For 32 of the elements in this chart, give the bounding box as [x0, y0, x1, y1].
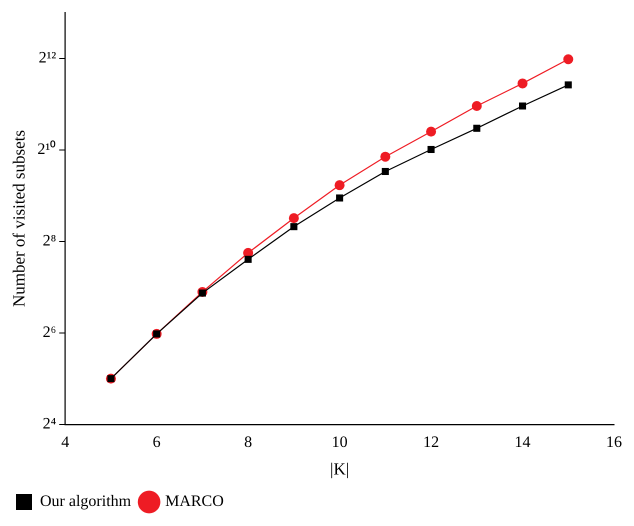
point — [564, 81, 572, 88]
x-axis-title: |K| — [330, 459, 350, 478]
legend-label: Our algorithm — [40, 493, 132, 510]
point — [472, 101, 482, 112]
point — [473, 124, 480, 132]
point — [428, 146, 435, 154]
point — [382, 168, 389, 176]
y-tick-label: 2¹⁰ — [37, 140, 56, 158]
point — [244, 256, 252, 263]
point — [336, 194, 344, 202]
point — [334, 180, 345, 190]
x-tick-label: 16 — [606, 434, 622, 452]
x-tick-label: 10 — [332, 434, 348, 452]
x-tick-label: 8 — [244, 434, 252, 452]
x-tick-label: 12 — [423, 434, 440, 452]
point — [380, 152, 390, 162]
y-tick-label: 2⁸ — [42, 232, 56, 250]
x-tick-label: 14 — [514, 434, 531, 452]
x-tick-label: 6 — [152, 434, 161, 452]
point — [288, 213, 299, 224]
point — [563, 54, 574, 64]
legend-label: MARCO — [165, 493, 224, 510]
point — [518, 102, 526, 110]
point — [426, 126, 436, 137]
y-axis-title: Number of visited subsets — [10, 130, 29, 308]
y-tick-label: 2¹² — [38, 50, 56, 67]
point — [290, 223, 298, 230]
x-tick-label: 4 — [61, 434, 70, 452]
point — [518, 78, 528, 88]
y-tick-label: 2⁴ — [42, 416, 57, 433]
point — [198, 290, 206, 297]
y-tick-label: 2⁶ — [42, 324, 56, 342]
